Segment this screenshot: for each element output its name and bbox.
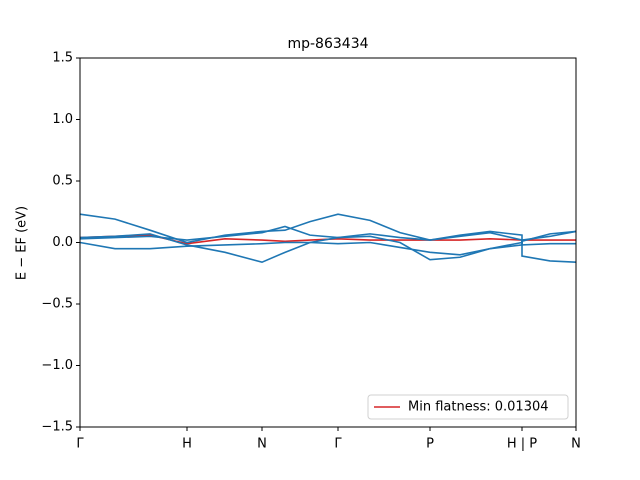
y-axis-label: E − EF (eV) bbox=[15, 206, 30, 280]
y-tick-label: −0.5 bbox=[41, 297, 73, 312]
legend: Min flatness: 0.01304 bbox=[367, 394, 569, 420]
band-line bbox=[79, 213, 577, 263]
y-tick-label: 0.5 bbox=[52, 174, 73, 189]
x-tick-label: N bbox=[571, 437, 581, 452]
x-tick-label: P bbox=[426, 437, 434, 452]
y-tick-label: 1.5 bbox=[52, 51, 73, 66]
x-tick-label: H bbox=[182, 437, 192, 452]
x-tick-label: Γ bbox=[334, 437, 342, 452]
x-tick-label: Γ bbox=[76, 437, 84, 452]
plot-frame bbox=[79, 57, 577, 428]
y-tick-label: 1.0 bbox=[52, 112, 73, 127]
chart-title: mp-863434 bbox=[287, 36, 368, 52]
x-tick-label: N bbox=[257, 437, 267, 452]
legend-label: Min flatness: 0.01304 bbox=[408, 400, 549, 415]
y-tick-label: −1.0 bbox=[41, 358, 73, 373]
y-tick-label: −1.5 bbox=[41, 420, 73, 435]
legend-box bbox=[367, 394, 569, 420]
x-tick-label: H | P bbox=[507, 437, 537, 452]
y-tick-label: 0.0 bbox=[52, 235, 73, 250]
band-line bbox=[79, 225, 576, 246]
